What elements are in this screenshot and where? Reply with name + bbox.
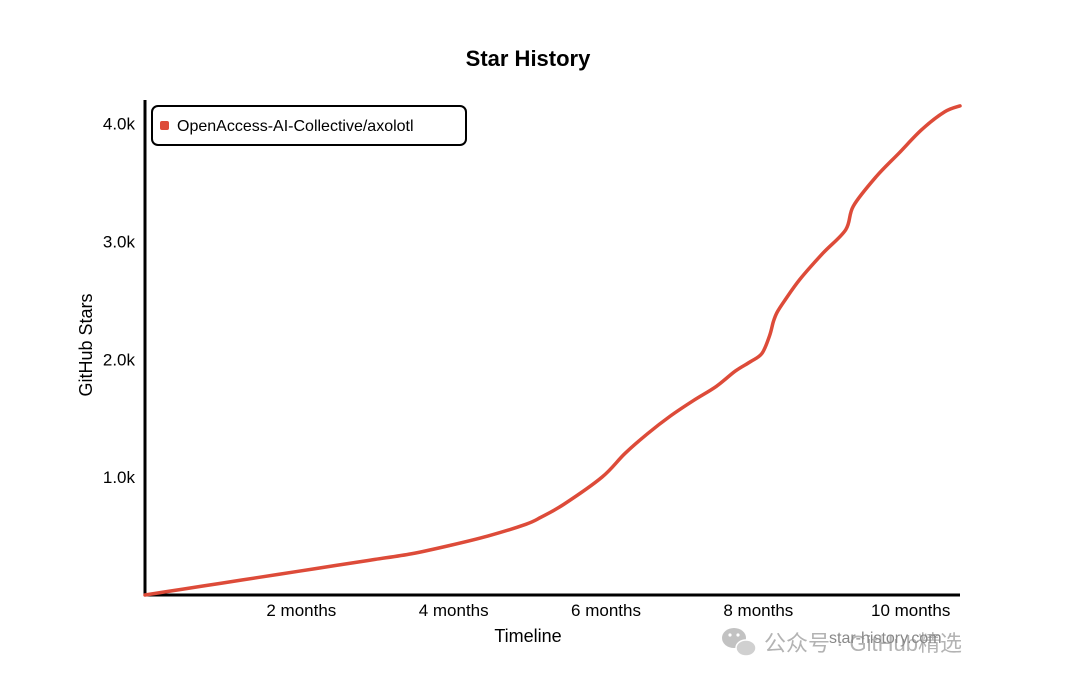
- x-tick-label: 6 months: [571, 601, 641, 620]
- y-axis-label: GitHub Stars: [76, 293, 96, 396]
- y-tick-label: 4.0k: [103, 115, 136, 134]
- y-tick-label: 1.0k: [103, 468, 136, 487]
- chart-title: Star History: [466, 46, 591, 71]
- wechat-icon: [722, 628, 757, 657]
- y-ticks: 1.0k 2.0k 3.0k 4.0k: [103, 115, 136, 488]
- x-tick-label: 2 months: [266, 601, 336, 620]
- x-tick-label: 4 months: [419, 601, 489, 620]
- legend-box: [151, 105, 467, 146]
- x-tick-label: 8 months: [723, 601, 793, 620]
- legend: OpenAccess-AI-Collective/axolotl: [151, 105, 467, 146]
- legend-label: OpenAccess-AI-Collective/axolotl: [177, 118, 414, 135]
- credit-text: star-history.com: [829, 630, 942, 647]
- x-axis-label: Timeline: [494, 626, 561, 646]
- watermark: 公众号 · GitHub精选 star-history.com: [722, 628, 962, 657]
- y-tick-label: 3.0k: [103, 232, 136, 251]
- y-tick-label: 2.0k: [103, 350, 136, 369]
- series-line: [143, 104, 962, 597]
- x-ticks: 2 months 4 months 6 months 8 months 10 month…: [266, 601, 950, 620]
- legend-swatch: [160, 121, 169, 130]
- series-layer: [143, 104, 962, 597]
- x-tick-label: 10 months: [871, 601, 950, 620]
- watermark-text: 公众号 · GitHub精选: [764, 631, 962, 656]
